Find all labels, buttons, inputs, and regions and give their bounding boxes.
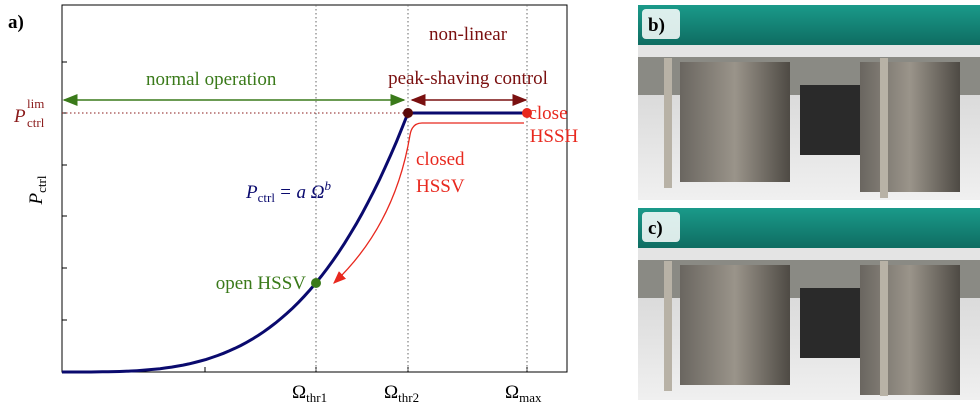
annotation: peak-shaving control — [388, 68, 548, 89]
x-sub: thr2 — [398, 390, 419, 405]
closing-arrow — [333, 122, 524, 284]
threshold-point — [403, 108, 413, 118]
eq-exp: b — [325, 178, 332, 193]
power-curve — [62, 112, 410, 374]
panel-label: a) — [8, 12, 24, 33]
annotation: normal operation — [146, 69, 277, 90]
annotation: close — [528, 103, 567, 124]
y-axis-label: Pctrl — [26, 175, 49, 205]
x-symbol: Ω — [384, 382, 398, 403]
x-sub: max — [519, 390, 542, 405]
eq-sub: ctrl — [258, 190, 276, 205]
eq-rhs: = a Ω — [279, 182, 325, 203]
equation: Pctrl = a Ωb — [245, 178, 332, 205]
annotation: open HSSV — [216, 273, 307, 294]
annotation: HSSH — [530, 126, 579, 147]
plot-frame — [61, 4, 568, 373]
x-label: Ωthr2 — [384, 382, 419, 405]
annotation: HSSV — [416, 176, 465, 197]
annotation: closed — [416, 149, 465, 170]
open-point — [311, 278, 321, 288]
panel-label: c) — [648, 218, 663, 239]
y-level-sup: lim — [27, 96, 44, 111]
panel-label: b) — [648, 15, 665, 36]
eq-symbol: P — [245, 182, 258, 203]
x-label: Ωmax — [505, 382, 542, 405]
annotation: non-linear — [429, 24, 508, 45]
x-symbol: Ω — [292, 382, 306, 403]
y-level-label: P — [13, 106, 26, 127]
close-point — [522, 108, 532, 118]
guide-lines — [62, 5, 528, 372]
photo — [638, 208, 980, 400]
x-symbol: Ω — [505, 382, 519, 403]
x-sub: thr1 — [306, 390, 327, 405]
y-sub: ctrl — [34, 175, 49, 193]
x-label: Ωthr1 — [292, 382, 327, 405]
y-level-sub: ctrl — [27, 115, 45, 130]
photo — [638, 5, 980, 200]
axis-ticks — [62, 61, 528, 372]
y-symbol: P — [26, 192, 47, 205]
